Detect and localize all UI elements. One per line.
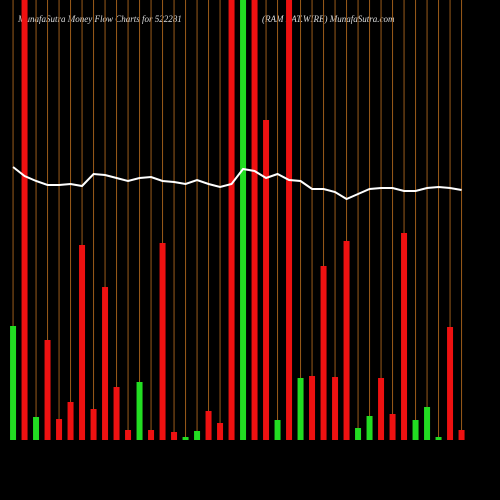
bar xyxy=(148,430,155,440)
bar xyxy=(90,409,97,440)
bar xyxy=(217,423,224,440)
bar xyxy=(251,0,258,440)
bar xyxy=(401,233,408,440)
bar xyxy=(274,420,281,440)
bar xyxy=(332,377,339,440)
bar xyxy=(171,432,178,440)
bar xyxy=(435,437,442,440)
bar xyxy=(263,120,270,440)
bar xyxy=(343,241,350,440)
bar xyxy=(113,387,120,440)
chart-title: MunafaSutra Money Flow Charts for 522281 xyxy=(17,14,182,24)
bar xyxy=(286,0,293,440)
bar xyxy=(412,420,419,440)
chart-subtitle: (RAM RAT.WIRE) MunafaSutra.com xyxy=(262,14,395,24)
bar xyxy=(228,0,235,440)
bar xyxy=(33,417,40,440)
bar xyxy=(56,419,63,440)
bar xyxy=(297,378,304,440)
bar xyxy=(194,431,201,440)
bar xyxy=(240,0,247,440)
money-flow-line xyxy=(12,166,462,201)
bar xyxy=(44,340,51,440)
bar xyxy=(309,376,316,440)
bar xyxy=(458,430,465,440)
bar xyxy=(136,382,143,440)
bar xyxy=(10,326,17,440)
bar xyxy=(320,266,327,440)
bar xyxy=(447,327,454,440)
bar xyxy=(125,430,132,440)
bar xyxy=(389,414,396,440)
bar xyxy=(378,378,385,440)
bar xyxy=(102,287,109,440)
bar xyxy=(182,437,189,440)
bar xyxy=(79,245,86,440)
bar xyxy=(21,0,28,440)
bar xyxy=(67,402,74,440)
bar xyxy=(424,407,431,440)
bar xyxy=(205,411,212,440)
bar xyxy=(366,416,373,440)
bar xyxy=(355,428,362,440)
bar xyxy=(159,243,166,440)
